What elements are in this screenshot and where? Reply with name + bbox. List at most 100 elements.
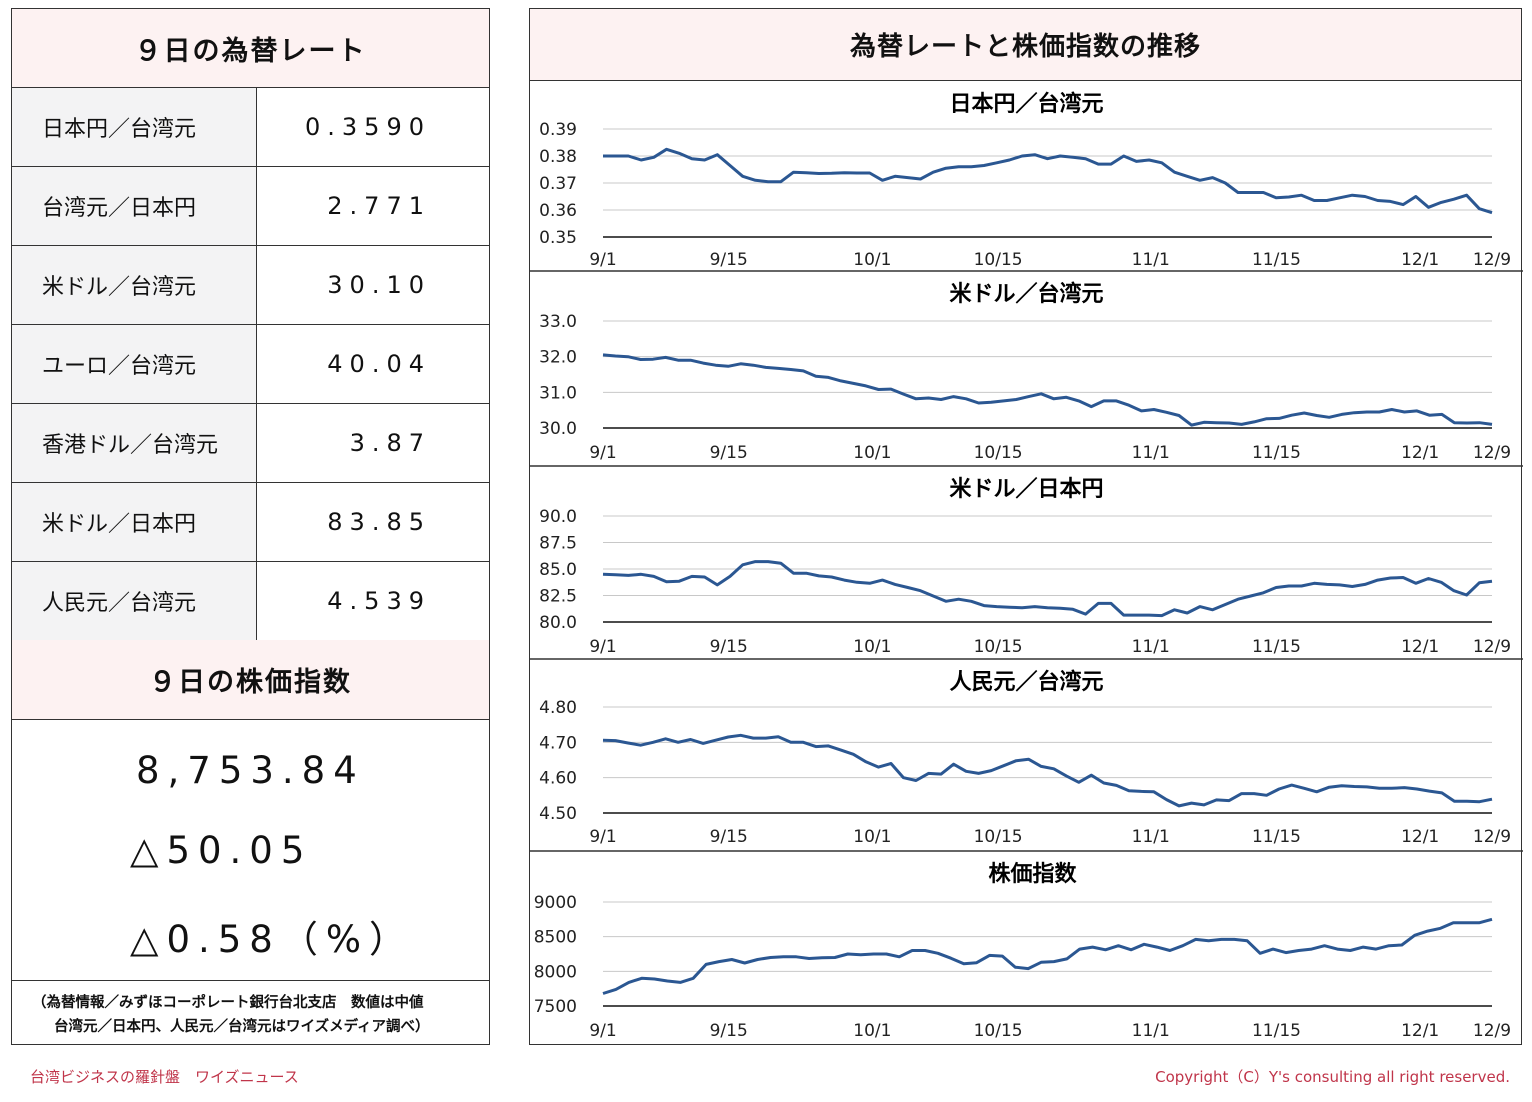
x-tick-label: 10/1 <box>853 443 891 463</box>
rates-panel: ９日の為替レート 日本円／台湾元 0.3590 台湾元／日本円 2.771 米ドル／台湾… <box>11 8 490 1045</box>
rate-label: ユーロ／台湾元 <box>12 325 257 403</box>
series-line <box>602 917 1493 995</box>
y-tick-label: 90.0 <box>539 507 577 527</box>
x-tick-label: 12/9 <box>1473 1021 1511 1041</box>
x-tick-label: 11/1 <box>1132 443 1170 463</box>
rate-row: 台湾元／日本円 2.771 <box>12 167 489 246</box>
rate-label: 米ドル／日本円 <box>12 483 257 561</box>
chart-title: 米ドル／日本円 <box>949 477 1103 502</box>
y-tick-label: 0.39 <box>539 120 577 140</box>
rates-title: ９日の為替レート <box>12 9 489 88</box>
y-tick-label: 4.70 <box>539 733 577 753</box>
x-tick-label: 10/15 <box>974 1021 1023 1041</box>
y-tick-label: 32.0 <box>539 348 577 368</box>
x-tick-label: 12/1 <box>1401 827 1439 847</box>
x-tick-label: 11/15 <box>1252 827 1301 847</box>
rate-row: 日本円／台湾元 0.3590 <box>12 88 489 167</box>
x-tick-label: 11/15 <box>1252 250 1301 270</box>
x-tick-label: 9/15 <box>710 827 748 847</box>
chart-title: 株価指数 <box>988 861 1077 887</box>
rate-value: 3.87 <box>349 429 431 457</box>
chart-title: 人民元／台湾元 <box>949 669 1103 695</box>
x-tick-label: 9/15 <box>710 443 748 463</box>
rate-row: 米ドル／台湾元 30.10 <box>12 246 489 325</box>
series-line <box>602 353 1493 427</box>
x-tick-label: 11/15 <box>1252 443 1301 463</box>
y-tick-label: 80.0 <box>539 613 577 633</box>
y-tick-label: 7500 <box>534 997 577 1017</box>
x-tick-label: 9/1 <box>589 827 616 847</box>
x-tick-label: 11/1 <box>1132 250 1170 270</box>
stock-change-value: △50.05 <box>130 829 313 872</box>
footer-brand: 台湾ビジネスの羅針盤 ワイズニュース <box>30 1068 299 1086</box>
y-tick-label: 30.0 <box>539 419 577 439</box>
y-tick-label: 87.5 <box>539 534 577 554</box>
y-tick-label: 0.37 <box>539 174 577 194</box>
x-tick-label: 12/1 <box>1401 637 1439 657</box>
x-tick-label: 12/9 <box>1473 827 1511 847</box>
y-tick-label: 4.50 <box>539 804 577 824</box>
x-tick-label: 10/15 <box>974 250 1023 270</box>
x-tick-label: 9/15 <box>710 250 748 270</box>
x-tick-label: 12/9 <box>1473 250 1511 270</box>
y-tick-label: 31.0 <box>539 383 577 403</box>
rate-value: 83.85 <box>327 508 431 536</box>
x-tick-label: 11/15 <box>1252 637 1301 657</box>
rate-label: 米ドル／台湾元 <box>12 246 257 324</box>
rate-label: 台湾元／日本円 <box>12 167 257 245</box>
charts-title: 為替レートと株価指数の推移 <box>530 9 1521 81</box>
rate-row: 米ドル／日本円 83.85 <box>12 483 489 562</box>
rate-value: 30.10 <box>327 271 431 299</box>
footer-copyright: Copyright（C）Y's consulting all right res… <box>1155 1068 1510 1086</box>
stock-index-value: 8,753.84 <box>136 749 365 792</box>
x-tick-label: 12/1 <box>1401 250 1439 270</box>
charts-panel: 為替レートと株価指数の推移 日本円／台湾元 0.35 0.36 0.37 0.38 0.3… <box>529 8 1523 1045</box>
x-tick-label: 11/15 <box>1252 1021 1301 1041</box>
y-tick-label: 8500 <box>534 928 577 948</box>
rate-row: ユーロ／台湾元 40.04 <box>12 325 489 404</box>
x-tick-label: 10/1 <box>853 827 891 847</box>
rate-label: 香港ドル／台湾元 <box>12 404 257 482</box>
rate-label: 人民元／台湾元 <box>12 562 257 640</box>
x-tick-label: 10/1 <box>853 1021 891 1041</box>
x-tick-label: 9/1 <box>589 250 616 270</box>
x-tick-label: 9/1 <box>589 637 616 657</box>
rate-row: 人民元／台湾元 4.539 <box>12 562 489 641</box>
x-tick-label: 9/15 <box>710 637 748 657</box>
y-tick-label: 0.35 <box>539 228 577 248</box>
source-note: （為替情報／みずほコーポレート銀行台北支店 数値は中値 台湾元／日本円、人民元／… <box>12 980 489 1044</box>
x-tick-label: 9/1 <box>589 443 616 463</box>
rate-value: 2.771 <box>327 192 431 220</box>
x-tick-label: 10/15 <box>974 637 1023 657</box>
series-line <box>603 147 1493 215</box>
y-tick-label: 0.36 <box>539 201 577 221</box>
chart-3: 米ドル／日本円 80.0 82.5 85.0 87.5 90.0 9/1 9/15 10/1 10… <box>530 477 1523 660</box>
series-line <box>602 560 1493 618</box>
stock-title: ９日の株価指数 <box>12 640 489 720</box>
y-tick-label: 85.0 <box>539 560 577 580</box>
y-tick-label: 4.60 <box>539 769 577 789</box>
rate-value: 0.3590 <box>305 113 431 141</box>
rate-value: 40.04 <box>327 350 431 378</box>
chart-1: 日本円／台湾元 0.35 0.36 0.37 0.38 0.39 9/1 9/15 10/1 10… <box>530 91 1523 272</box>
x-tick-label: 10/1 <box>853 637 891 657</box>
rate-label: 日本円／台湾元 <box>12 88 257 166</box>
series-line <box>602 733 1493 808</box>
source-note-line2: 台湾元／日本円、人民元／台湾元はワイズメディア調べ） <box>54 1019 430 1035</box>
x-tick-label: 10/1 <box>853 250 891 270</box>
rate-row: 香港ドル／台湾元 3.87 <box>12 404 489 483</box>
chart-title: 米ドル／台湾元 <box>949 281 1103 307</box>
chart-5: 株価指数 7500 8000 8500 9000 9/1 9/15 10/1 10/15 11/1… <box>534 861 1511 1041</box>
chart-4: 人民元／台湾元 4.50 4.60 4.70 4.80 9/1 9/15 10/1 10/15 1… <box>530 669 1523 852</box>
chart-title: 日本円／台湾元 <box>949 91 1103 117</box>
y-tick-label: 4.80 <box>539 698 577 718</box>
rate-value: 4.539 <box>327 587 431 615</box>
x-tick-label: 12/9 <box>1473 637 1511 657</box>
x-tick-label: 12/9 <box>1473 443 1511 463</box>
stock-percent-value: △0.58（%） <box>130 918 414 961</box>
x-tick-label: 10/15 <box>974 443 1023 463</box>
x-tick-label: 12/1 <box>1401 443 1439 463</box>
chart-2: 米ドル／台湾元 30.0 31.0 32.0 33.0 9/1 9/15 10/1 10/15 1… <box>530 281 1523 467</box>
source-note-line1: （為替情報／みずほコーポレート銀行台北支店 数値は中値 <box>32 995 424 1011</box>
x-tick-label: 11/1 <box>1132 1021 1170 1041</box>
